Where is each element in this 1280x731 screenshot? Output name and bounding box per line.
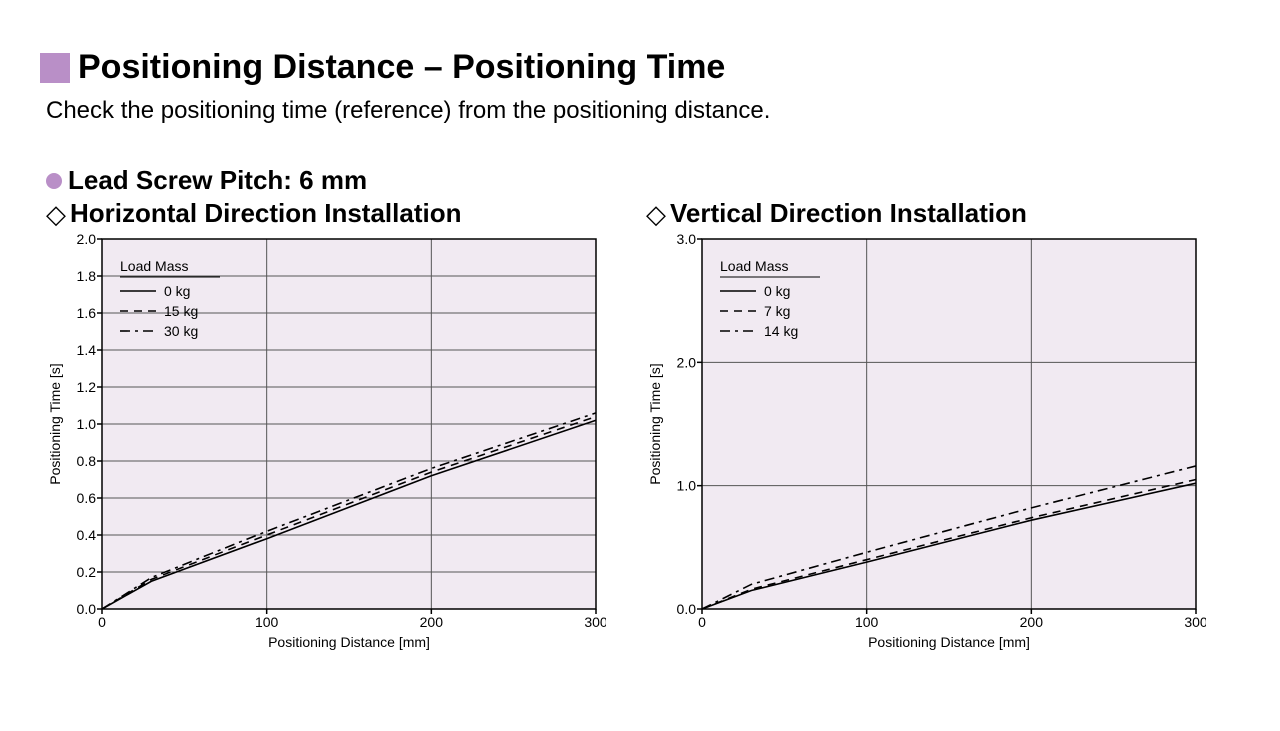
svg-text:0: 0	[698, 614, 706, 630]
svg-text:Load Mass: Load Mass	[720, 258, 788, 274]
svg-text:0.2: 0.2	[77, 564, 97, 580]
svg-text:30 kg: 30 kg	[164, 323, 198, 339]
pitch-label: Lead Screw Pitch: 6 mm	[68, 165, 367, 196]
svg-text:Positioning Time [s]: Positioning Time [s]	[47, 363, 63, 484]
charts-container: ◇ Horizontal Direction Installation 0 100…	[46, 198, 1240, 653]
svg-text:0.8: 0.8	[77, 453, 97, 469]
svg-text:0 kg: 0 kg	[764, 283, 790, 299]
svg-text:100: 100	[255, 614, 279, 630]
pitch-row: Lead Screw Pitch: 6 mm	[46, 165, 1240, 196]
page-title: Positioning Distance – Positioning Time	[78, 48, 725, 87]
right-chart-column: ◇ Vertical Direction Installation 0 100 20…	[646, 198, 1206, 653]
right-direction-label: Vertical Direction Installation	[670, 198, 1027, 229]
svg-text:0.4: 0.4	[77, 527, 97, 543]
svg-text:15 kg: 15 kg	[164, 303, 198, 319]
svg-text:1.0: 1.0	[677, 478, 697, 494]
svg-text:14 kg: 14 kg	[764, 323, 798, 339]
svg-text:0: 0	[98, 614, 106, 630]
left-chart-column: ◇ Horizontal Direction Installation 0 100…	[46, 198, 606, 653]
right-chart: 0 100 200 300 0.0 1.0 2.0 3.0 Positioning Distan…	[646, 233, 1206, 653]
left-chart: 0 100 200 300 0.0 0.2 0.4 0.6 0.8 1.0 1.2 1.4 1.6 1.8…	[46, 233, 606, 653]
svg-text:0.0: 0.0	[677, 601, 697, 617]
svg-text:0.6: 0.6	[77, 490, 97, 506]
svg-text:3.0: 3.0	[677, 233, 697, 247]
svg-text:Positioning Time [s]: Positioning Time [s]	[647, 363, 663, 484]
svg-text:Positioning Distance [mm]: Positioning Distance [mm]	[268, 634, 430, 650]
svg-text:0.0: 0.0	[77, 601, 97, 617]
svg-text:200: 200	[1020, 614, 1044, 630]
circle-bullet-icon	[46, 173, 62, 189]
svg-text:100: 100	[855, 614, 879, 630]
left-direction-label: Horizontal Direction Installation	[70, 198, 461, 229]
svg-text:2.0: 2.0	[677, 354, 697, 370]
svg-text:1.0: 1.0	[77, 416, 97, 432]
svg-text:7 kg: 7 kg	[764, 303, 790, 319]
svg-text:Positioning Distance [mm]: Positioning Distance [mm]	[868, 634, 1030, 650]
diamond-icon: ◇	[646, 201, 666, 227]
square-bullet-icon	[40, 53, 70, 83]
svg-text:0 kg: 0 kg	[164, 283, 190, 299]
svg-text:1.8: 1.8	[77, 268, 97, 284]
svg-text:1.4: 1.4	[77, 342, 97, 358]
header: Positioning Distance – Positioning Time	[40, 48, 1240, 87]
svg-text:Load Mass: Load Mass	[120, 258, 188, 274]
svg-text:300: 300	[1184, 614, 1206, 630]
svg-text:300: 300	[584, 614, 606, 630]
svg-text:1.2: 1.2	[77, 379, 97, 395]
svg-text:200: 200	[420, 614, 444, 630]
diamond-icon: ◇	[46, 201, 66, 227]
page-subtitle: Check the positioning time (reference) f…	[46, 97, 1240, 125]
svg-text:2.0: 2.0	[77, 233, 97, 247]
svg-text:1.6: 1.6	[77, 305, 97, 321]
